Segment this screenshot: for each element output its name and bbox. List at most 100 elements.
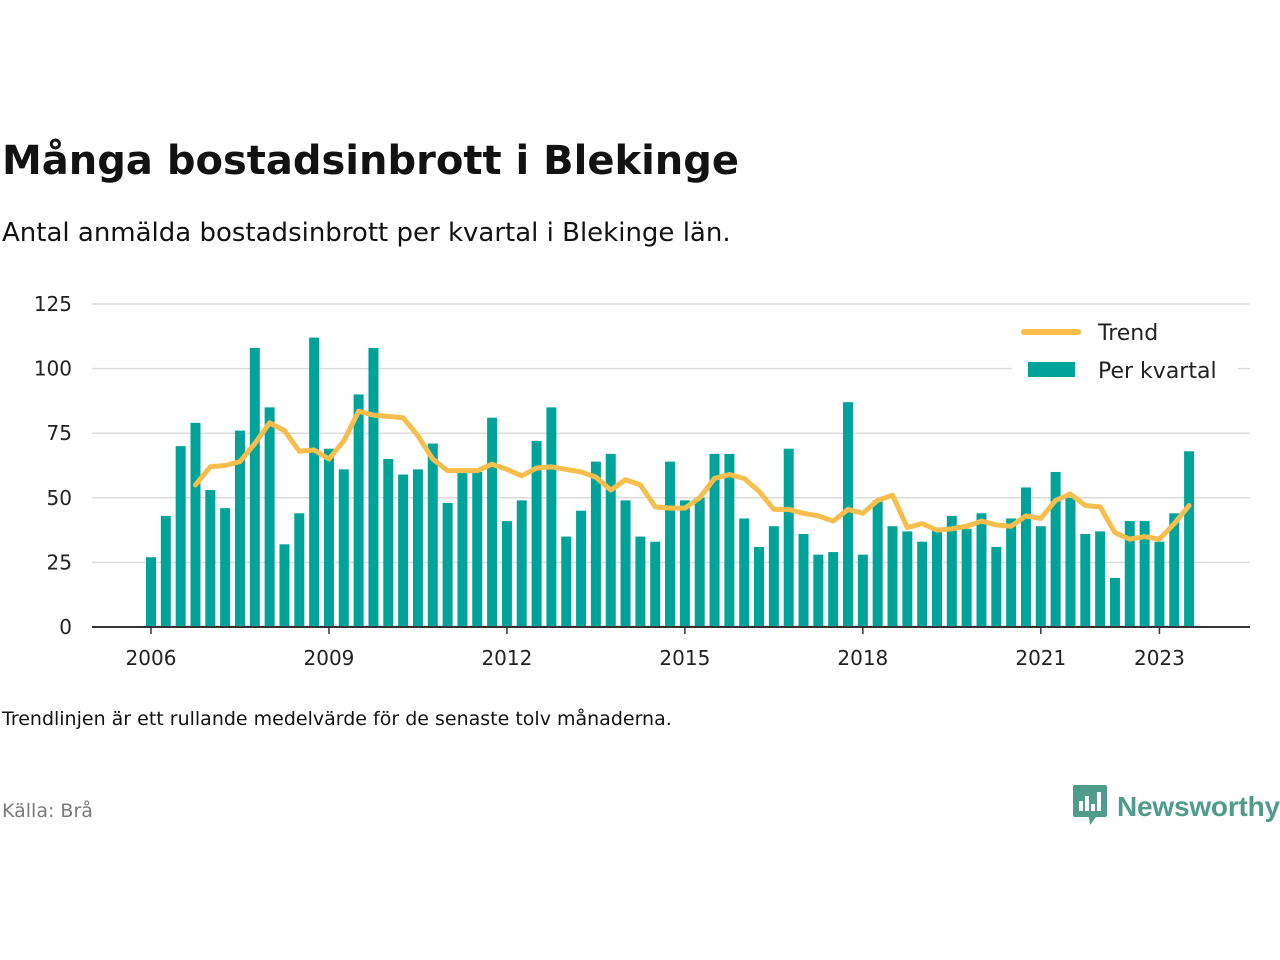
newsworthy-chart-bubble-icon	[1072, 784, 1108, 830]
bar-per-kvartal-31	[605, 453, 616, 627]
bar-per-kvartal-52	[917, 541, 928, 627]
bar-per-kvartal-65	[1109, 577, 1120, 627]
bar-per-kvartal-59	[1020, 487, 1031, 627]
bar-per-kvartal-56	[976, 513, 987, 627]
bar-per-kvartal-9	[279, 544, 290, 627]
bar-per-kvartal-26	[531, 440, 542, 627]
bar-per-kvartal-34	[650, 541, 661, 627]
bar-per-kvartal-8	[264, 407, 275, 627]
bar-per-kvartal-51	[902, 531, 913, 627]
bar-per-kvartal-55	[961, 528, 972, 627]
chart-subtitle: Antal anmälda bostadsinbrott per kvartal…	[2, 218, 731, 248]
bar-per-kvartal-0	[146, 557, 156, 627]
x-tick-label-2009: 2009	[304, 646, 355, 670]
y-tick-label-25: 25	[47, 550, 72, 574]
bar-per-kvartal-63	[1080, 533, 1091, 627]
bar-per-kvartal-30	[590, 461, 601, 627]
y-tick-label-100: 100	[34, 357, 72, 381]
chart-note: Trendlinjen är ett rullande medelvärde f…	[2, 708, 672, 730]
newsworthy-logo: Newsworthy	[1072, 784, 1280, 830]
bar-per-kvartal-54	[946, 515, 957, 627]
y-tick-label-75: 75	[47, 421, 72, 445]
bar-per-kvartal-70	[1184, 451, 1195, 627]
bar-per-kvartal-60	[1035, 526, 1046, 627]
bar-per-kvartal-18	[412, 469, 423, 627]
bar-per-kvartal-19	[427, 443, 438, 627]
y-tick-label-125: 125	[34, 292, 72, 316]
axes: 0 25 50 75 100 125 2006 2009 2012 2015 2018 2021 202…	[34, 292, 1250, 670]
bar-per-kvartal-58	[1006, 518, 1017, 627]
x-tick-label-2015: 2015	[659, 646, 710, 670]
bar-per-kvartal-29	[576, 510, 587, 627]
bar-per-kvartal-21	[457, 471, 468, 627]
bar-per-kvartal-16	[383, 459, 394, 627]
chart-source: Källa: Brå	[2, 800, 93, 822]
x-tick-label-2006: 2006	[126, 646, 177, 670]
bar-per-kvartal-53	[931, 528, 942, 627]
bar-per-kvartal-10	[294, 513, 305, 627]
line-series-trend	[192, 408, 1192, 542]
bar-per-kvartal-66	[1124, 521, 1135, 627]
bar-per-kvartal-7	[249, 347, 260, 627]
bar-per-kvartal-17	[398, 474, 409, 627]
bar-per-kvartal-20	[442, 502, 453, 627]
bar-line-chart: 0 25 50 75 100 125 2006 2009 2012 2015 2018 2021 202…	[34, 292, 1250, 670]
bar-per-kvartal-22	[472, 471, 483, 627]
bar-per-kvartal-46	[828, 552, 839, 627]
bar-per-kvartal-14	[353, 394, 364, 627]
chart-title: Många bostadsinbrott i Blekinge	[2, 138, 740, 184]
bar-per-kvartal-2	[175, 446, 186, 627]
bar-per-kvartal-12	[323, 448, 334, 627]
bar-per-kvartal-4	[205, 490, 216, 627]
bar-per-kvartal-37	[694, 497, 705, 627]
bar-per-kvartal-32	[620, 500, 631, 627]
x-tick-label-2018: 2018	[837, 646, 888, 670]
bar-per-kvartal-43	[783, 448, 794, 627]
bar-per-kvartal-61	[1050, 471, 1061, 627]
bar-per-kvartal-25	[516, 500, 527, 627]
bar-per-kvartal-23	[487, 417, 498, 627]
bar-per-kvartal-64	[1095, 531, 1106, 627]
bar-per-kvartal-6	[234, 430, 245, 627]
bar-series-per-kvartal	[146, 337, 1195, 627]
legend-label-trend: Trend	[1097, 321, 1158, 346]
bar-per-kvartal-69	[1169, 513, 1180, 627]
bar-per-kvartal-48	[857, 554, 868, 627]
bar-per-kvartal-1	[160, 515, 171, 627]
bar-per-kvartal-49	[872, 500, 883, 627]
bar-per-kvartal-13	[338, 469, 349, 627]
bar-per-kvartal-3	[190, 422, 201, 627]
bar-per-kvartal-57	[991, 546, 1002, 627]
bar-per-kvartal-38	[709, 453, 720, 627]
bar-per-kvartal-36	[679, 500, 690, 627]
newsworthy-logo-text: Newsworthy	[1117, 791, 1280, 822]
y-tick-label-50: 50	[47, 486, 72, 510]
bar-per-kvartal-24	[501, 521, 512, 627]
bar-per-kvartal-39	[724, 453, 735, 627]
legend-per-kvartal-swatch	[1028, 362, 1075, 377]
bar-per-kvartal-35	[665, 461, 676, 627]
y-tick-label-0: 0	[59, 615, 72, 639]
bar-per-kvartal-11	[309, 337, 320, 627]
bar-per-kvartal-47	[843, 402, 854, 627]
bar-per-kvartal-41	[754, 546, 765, 627]
x-tick-label-2023: 2023	[1134, 646, 1185, 670]
bar-per-kvartal-67	[1139, 521, 1150, 627]
bar-per-kvartal-28	[561, 536, 572, 627]
bar-per-kvartal-68	[1154, 541, 1165, 627]
bar-per-kvartal-45	[813, 554, 824, 627]
trend-line	[192, 408, 1192, 542]
bar-per-kvartal-42	[768, 526, 779, 627]
bar-per-kvartal-50	[887, 526, 898, 627]
legend: Trend Per kvartal	[1012, 306, 1238, 388]
legend-label-per-kvartal: Per kvartal	[1098, 359, 1217, 384]
bar-per-kvartal-40	[739, 518, 750, 627]
bar-per-kvartal-27	[546, 407, 557, 627]
x-tick-label-2012: 2012	[481, 646, 532, 670]
bar-per-kvartal-5	[220, 508, 231, 627]
bar-per-kvartal-33	[635, 536, 646, 627]
x-tick-label-2021: 2021	[1015, 646, 1066, 670]
bar-per-kvartal-44	[798, 533, 809, 627]
bar-per-kvartal-62	[1065, 497, 1076, 627]
bar-per-kvartal-15	[368, 347, 379, 627]
